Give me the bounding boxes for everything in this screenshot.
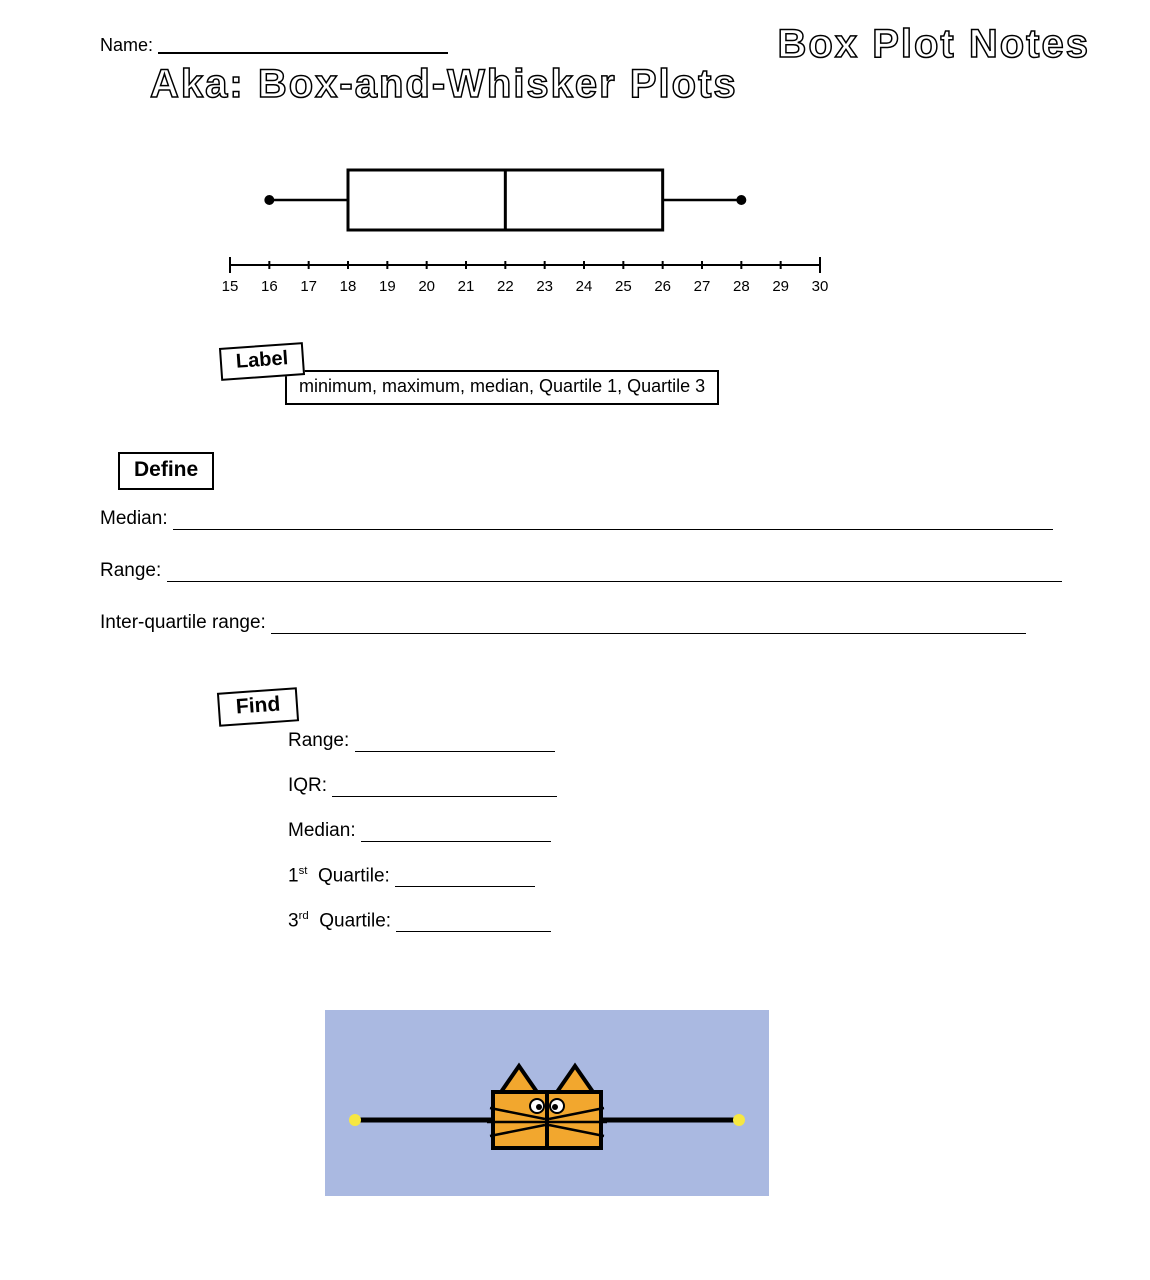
find-label-range: Range: [288, 730, 349, 751]
find-label-q3: Quartile: [319, 910, 391, 931]
find-blank-q3[interactable] [396, 931, 551, 932]
svg-text:22: 22 [497, 278, 514, 295]
svg-text:28: 28 [733, 278, 750, 295]
name-label: Name: [100, 35, 153, 55]
find-label-q1: Quartile: [318, 865, 390, 886]
cat-boxplot-illustration [325, 1010, 769, 1196]
find-blank-iqr[interactable] [332, 796, 557, 797]
define-row-range: Range: [100, 560, 1062, 582]
define-row-median: Median: [100, 508, 1053, 530]
svg-text:19: 19 [379, 278, 396, 295]
find-row-iqr: IQR: [288, 775, 557, 797]
find-label-median: Median: [288, 820, 356, 841]
find-ordnum-q1: 1 [288, 865, 299, 886]
boxplot-diagram: 15 16 17 18 19 20 21 22 23 24 25 26 27 28 29 30 [210, 155, 840, 315]
svg-text:18: 18 [340, 278, 357, 295]
name-field-row: Name: [100, 35, 448, 56]
svg-text:23: 23 [536, 278, 553, 295]
svg-text:17: 17 [300, 278, 317, 295]
find-ordsup-q1: st [299, 865, 308, 877]
define-tag: Define [118, 452, 214, 490]
find-row-range: Range: [288, 730, 555, 752]
svg-text:27: 27 [694, 278, 711, 295]
svg-text:25: 25 [615, 278, 632, 295]
worksheet-page: Name: Box Plot Notes Aka: Box-and-Whiske… [0, 0, 1150, 1280]
find-row-q3: 3rd Quartile: [288, 910, 551, 932]
define-blank-iqr[interactable] [271, 633, 1026, 634]
title-sub: Aka: Box-and-Whisker Plots [150, 62, 738, 107]
find-label-iqr: IQR: [288, 775, 327, 796]
find-row-median: Median: [288, 820, 551, 842]
define-blank-median[interactable] [173, 529, 1053, 530]
find-blank-range[interactable] [355, 751, 555, 752]
svg-text:16: 16 [261, 278, 278, 295]
find-ordsup-q3: rd [299, 910, 309, 922]
svg-text:24: 24 [576, 278, 593, 295]
title-main: Box Plot Notes [778, 22, 1090, 67]
define-label-range: Range: [100, 560, 161, 581]
svg-text:21: 21 [458, 278, 475, 295]
define-label-iqr: Inter-quartile range: [100, 612, 266, 633]
define-label-median: Median: [100, 508, 168, 529]
svg-text:15: 15 [222, 278, 239, 295]
name-blank-line[interactable] [158, 52, 448, 54]
find-blank-q1[interactable] [395, 886, 535, 887]
svg-text:29: 29 [772, 278, 789, 295]
find-row-q1: 1st Quartile: [288, 865, 535, 887]
label-tag: Label [219, 342, 305, 381]
label-instructions: minimum, maximum, median, Quartile 1, Qu… [285, 370, 719, 405]
svg-text:30: 30 [812, 278, 829, 295]
svg-text:26: 26 [654, 278, 671, 295]
find-tag: Find [217, 687, 300, 727]
define-row-iqr: Inter-quartile range: [100, 612, 1026, 634]
define-blank-range[interactable] [167, 581, 1062, 582]
find-ordnum-q3: 3 [288, 910, 299, 931]
svg-text:20: 20 [418, 278, 435, 295]
find-blank-median[interactable] [361, 841, 551, 842]
